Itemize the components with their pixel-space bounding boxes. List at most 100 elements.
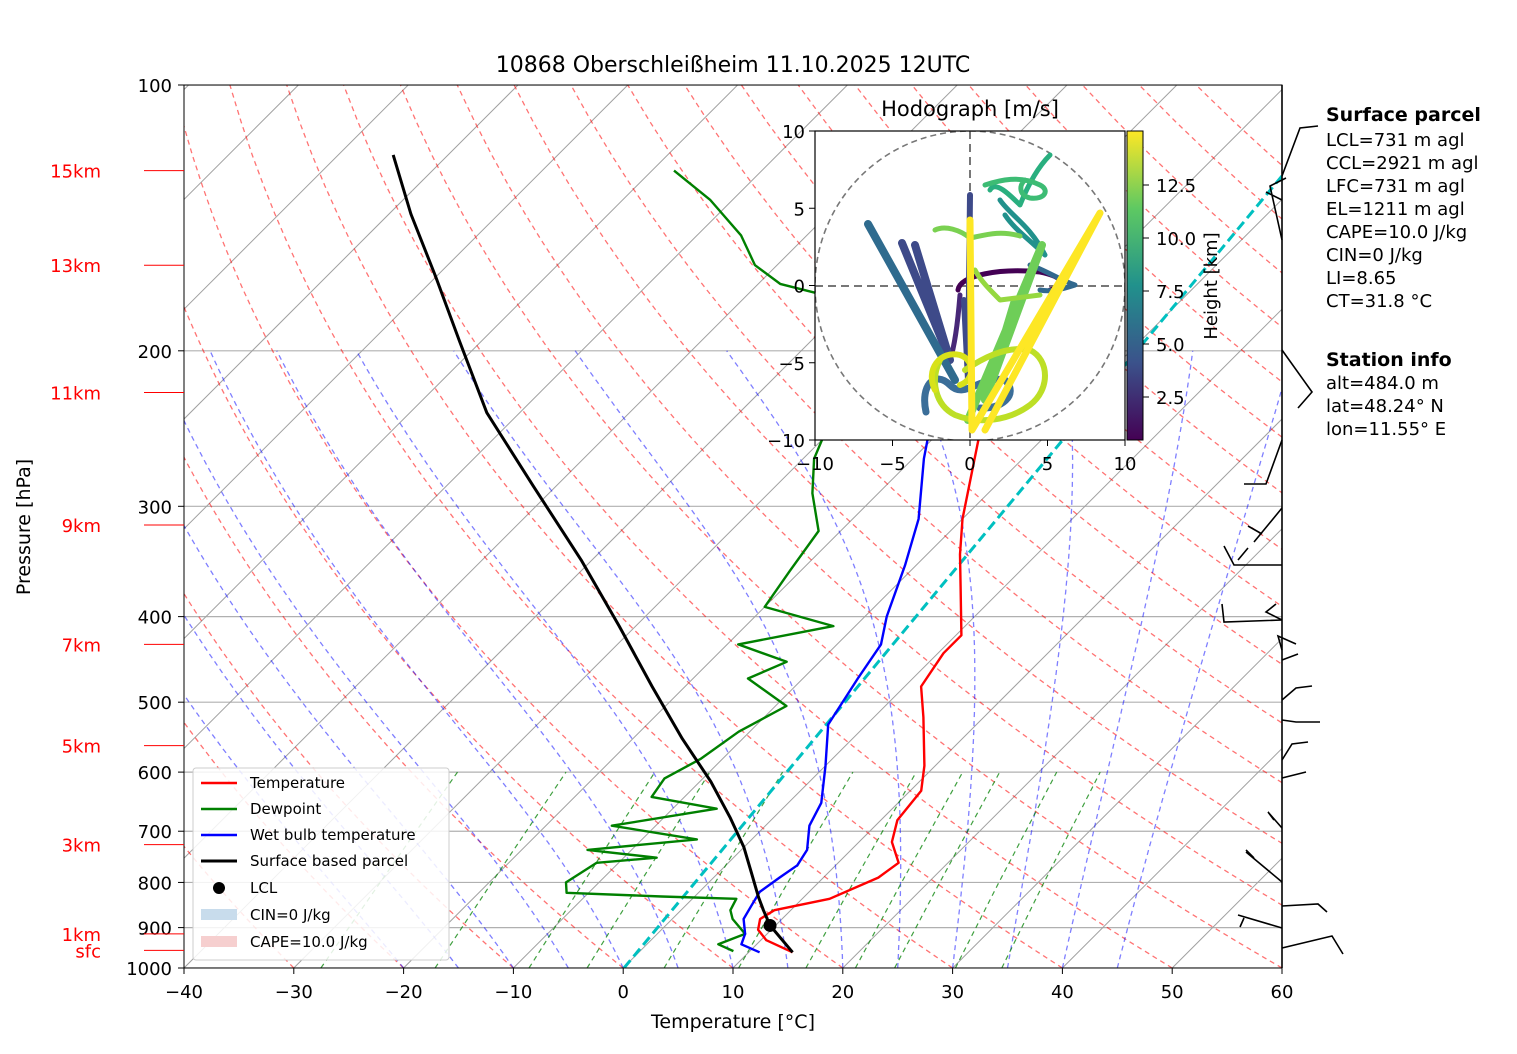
height-tick-label: 7km (62, 635, 101, 656)
surface-parcel-lcl: LCL=731 m agl (1326, 130, 1465, 151)
hodograph-trace (864, 152, 1104, 434)
surface-parcel-lfc: LFC=731 m agl (1326, 176, 1465, 197)
legend-dewpoint-label: Dewpoint (250, 800, 321, 818)
height-tick-label: 9km (62, 516, 101, 537)
moist-adiabat (574, 350, 844, 968)
mixing-ratio-line (1001, 771, 1101, 968)
surface-parcel-el: EL=1211 m agl (1326, 199, 1465, 220)
colorbar-tick-label: 10.0 (1156, 229, 1196, 250)
x-tick-label: 20 (831, 982, 854, 1003)
dry-adiabat (184, 123, 844, 968)
x-tick-label: −40 (165, 982, 203, 1003)
y-tick-label: 300 (138, 497, 172, 518)
moist-adiabat (453, 350, 789, 968)
y-tick-label: 900 (138, 919, 172, 940)
y-tick-label: 200 (138, 342, 172, 363)
moist-adiabat (355, 350, 734, 968)
dry-adiabat (911, 85, 1282, 438)
dry-adiabat (399, 85, 1282, 968)
hodo-x-tick-label: 10 (1114, 454, 1137, 475)
x-axis: −40 −30 −20 −10 0 10 20 30 40 50 60 (165, 968, 1293, 1003)
surface-parcel-li: LI=8.65 (1326, 268, 1397, 289)
isotherm-line (513, 198, 1282, 968)
hodo-x-tick-label: 5 (1042, 454, 1053, 475)
hodograph-axes: −10 −5 0 5 10 10 5 0 −5 −10 (767, 122, 1136, 475)
moist-adiabat (276, 350, 679, 968)
station-info-title: Station info (1326, 349, 1452, 371)
x-tick-label: 30 (941, 982, 964, 1003)
chart-title: 10868 Oberschleißheim 11.10.2025 12UTC (496, 53, 971, 78)
x-tick-label: −30 (275, 982, 313, 1003)
x-tick-label: 60 (1271, 982, 1294, 1003)
wind-barbs (1221, 85, 1344, 968)
mixing-ratio-line (434, 771, 567, 968)
x-tick-label: 50 (1161, 982, 1184, 1003)
y-axis: 100 200 300 400 500 600 700 800 900 1000 (126, 76, 184, 980)
station-info-alt: alt=484.0 m (1326, 373, 1439, 394)
dry-adiabat (570, 85, 1282, 784)
colorbar-tick-label: 2.5 (1156, 388, 1185, 409)
series-surface-based-parcel (391, 154, 794, 954)
colorbar-ticks: 2.5 5.0 7.5 10.0 12.5 (1143, 176, 1196, 409)
height-tick-label: 1km (62, 925, 101, 946)
legend: Temperature Dewpoint Wet bulb temperatur… (192, 767, 450, 961)
height-tick-label: 3km (62, 836, 101, 857)
height-tick-label: 13km (50, 256, 101, 277)
dry-adiabat (229, 85, 953, 968)
hodo-y-tick-label: −5 (778, 354, 805, 375)
y-tick-label: 100 (138, 76, 172, 97)
x-tick-label: 10 (722, 982, 745, 1003)
y-tick-label: 500 (138, 693, 172, 714)
isotherm-line (952, 637, 1282, 968)
legend-wetbulb-label: Wet bulb temperature (250, 826, 416, 844)
isotherm-line (732, 418, 1282, 968)
mixing-ratio-line (663, 771, 784, 968)
mixing-ratio-line (586, 771, 711, 968)
dry-adiabat (513, 85, 1282, 845)
mixing-ratio-line (528, 771, 656, 968)
y-axis-label: Pressure [hPa] (13, 459, 35, 595)
hodograph-title: Hodograph [m/s] (881, 97, 1059, 121)
x-tick-label: −10 (494, 982, 532, 1003)
isotherm-line (184, 85, 519, 420)
colorbar (1126, 130, 1144, 441)
legend-lcl-label: LCL (250, 879, 278, 897)
hodo-y-tick-label: 5 (794, 199, 805, 220)
legend-cin-swatch (201, 909, 237, 920)
x-tick-label: −20 (385, 982, 423, 1003)
y-tick-label: 800 (138, 873, 172, 894)
surface-parcel-title: Surface parcel (1326, 104, 1481, 126)
x-axis-label: Temperature [°C] (650, 1011, 815, 1033)
legend-cape-label: CAPE=10.0 J/kg (250, 933, 368, 951)
hodo-x-tick-label: 0 (964, 454, 975, 475)
station-info-box: Station info alt=484.0 m lat=48.24° N lo… (1326, 349, 1452, 440)
height-tick-label: 5km (62, 737, 101, 758)
isotherm-line (1062, 747, 1282, 968)
isotherm-line (184, 85, 848, 750)
height-tick-label: 11km (50, 384, 101, 405)
moist-adiabat (726, 350, 902, 968)
moist-adiabat (1006, 350, 1074, 968)
hodograph: Hodograph [m/s] −10 −5 0 5 10 10 5 0 −5 −10 2.5 5.… (767, 97, 1222, 475)
legend-temperature-label: Temperature (249, 774, 345, 792)
colorbar-tick-label: 5.0 (1156, 335, 1185, 356)
hodo-x-tick-label: −5 (879, 454, 906, 475)
isotherm-line (622, 308, 1282, 968)
legend-lcl-marker (213, 882, 225, 894)
height-tick-label: 15km (50, 162, 101, 183)
station-info-lat: lat=48.24° N (1326, 396, 1444, 417)
dry-adiabat (184, 455, 624, 968)
station-info-lon: lon=11.55° E (1326, 419, 1446, 440)
y-tick-label: 600 (138, 763, 172, 784)
y-tick-label: 400 (138, 608, 172, 629)
colorbar-label: Height [km] (1201, 232, 1222, 339)
legend-cin-label: CIN=0 J/kg (250, 906, 331, 924)
dry-adiabats (184, 85, 1282, 968)
height-tick-label: sfc (75, 941, 101, 962)
dry-adiabat (342, 85, 1173, 968)
mixing-ratio-line (738, 771, 854, 968)
surface-parcel-ct: CT=31.8 °C (1326, 291, 1432, 312)
isotherm-line (184, 85, 409, 310)
moist-adiabat (1116, 386, 1282, 968)
